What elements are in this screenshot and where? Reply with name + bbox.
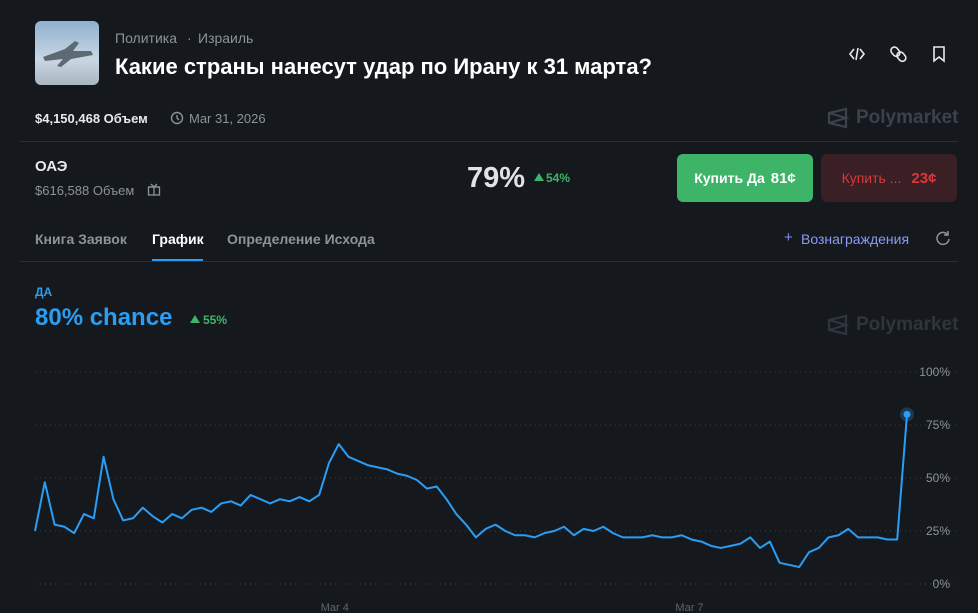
end-date: Mar 31, 2026 bbox=[189, 111, 266, 126]
tab[interactable]: Книга Заявок bbox=[35, 231, 127, 247]
embed-button[interactable] bbox=[848, 47, 866, 61]
outcome-name: ОАЭ bbox=[35, 158, 68, 175]
price-chart: 0% 25% 50% 75% 100% Mar 4 Mar 7 bbox=[34, 365, 958, 613]
buy-no-button[interactable]: Купить ... 23¢ bbox=[821, 154, 957, 202]
y-tick-label: 50% bbox=[926, 471, 950, 485]
up-arrow bbox=[190, 315, 200, 323]
tag[interactable]: Израиль bbox=[198, 30, 254, 46]
y-tick-label: 0% bbox=[933, 577, 951, 591]
watermark-logo bbox=[827, 314, 850, 336]
y-tick-label: 25% bbox=[926, 524, 950, 538]
chance-headline: 80% chance bbox=[35, 304, 173, 331]
y-tick-label: 100% bbox=[919, 365, 950, 379]
x-tick-label: Mar 7 bbox=[675, 602, 703, 613]
divider bbox=[20, 141, 958, 142]
buy-yes-button[interactable]: Купить Да 81¢ bbox=[677, 154, 813, 202]
no-price: 23¢ bbox=[911, 169, 937, 187]
bookmark-button[interactable] bbox=[933, 46, 945, 63]
gift-icon[interactable] bbox=[147, 182, 161, 196]
chance-change: 55% bbox=[203, 313, 228, 327]
buy-no-label: Купить ... bbox=[841, 170, 902, 186]
rewards-link[interactable]: Вознаграждения bbox=[801, 231, 910, 247]
brand-name: Polymarket bbox=[856, 107, 959, 128]
link-button[interactable] bbox=[889, 46, 907, 63]
tab-active[interactable]: График bbox=[152, 231, 204, 247]
y-tick-label: 75% bbox=[926, 418, 950, 432]
market-image bbox=[35, 21, 99, 85]
outcome-volume: $616,588 Объем bbox=[35, 183, 135, 198]
current-point bbox=[903, 410, 911, 418]
watermark: Polymarket bbox=[856, 314, 959, 335]
outcome-probability: 79% bbox=[467, 162, 526, 194]
tab[interactable]: Определение Исхода bbox=[227, 231, 375, 247]
divider bbox=[20, 261, 958, 262]
series-label: ДА bbox=[35, 285, 53, 299]
total-volume: $4,150,468 Объем bbox=[35, 111, 148, 126]
clock-icon bbox=[170, 111, 184, 125]
buy-yes-label: Купить Да bbox=[694, 170, 765, 186]
brand-logo bbox=[827, 107, 850, 129]
yes-price: 81¢ bbox=[770, 169, 796, 187]
up-arrow bbox=[534, 173, 544, 181]
outcome-change: 54% bbox=[546, 171, 571, 185]
tab-underline bbox=[152, 259, 203, 261]
jet-icon bbox=[43, 41, 93, 67]
market-title: Какие страны нанесут удар по Ирану к 31 … bbox=[115, 54, 652, 79]
category[interactable]: Политика bbox=[115, 30, 177, 46]
x-tick-label: Mar 4 bbox=[321, 602, 349, 613]
rewards-plus: + bbox=[784, 229, 793, 246]
separator: · bbox=[187, 30, 192, 46]
price-line bbox=[34, 414, 908, 569]
refresh-button[interactable] bbox=[935, 230, 951, 246]
header-actions bbox=[848, 46, 945, 63]
